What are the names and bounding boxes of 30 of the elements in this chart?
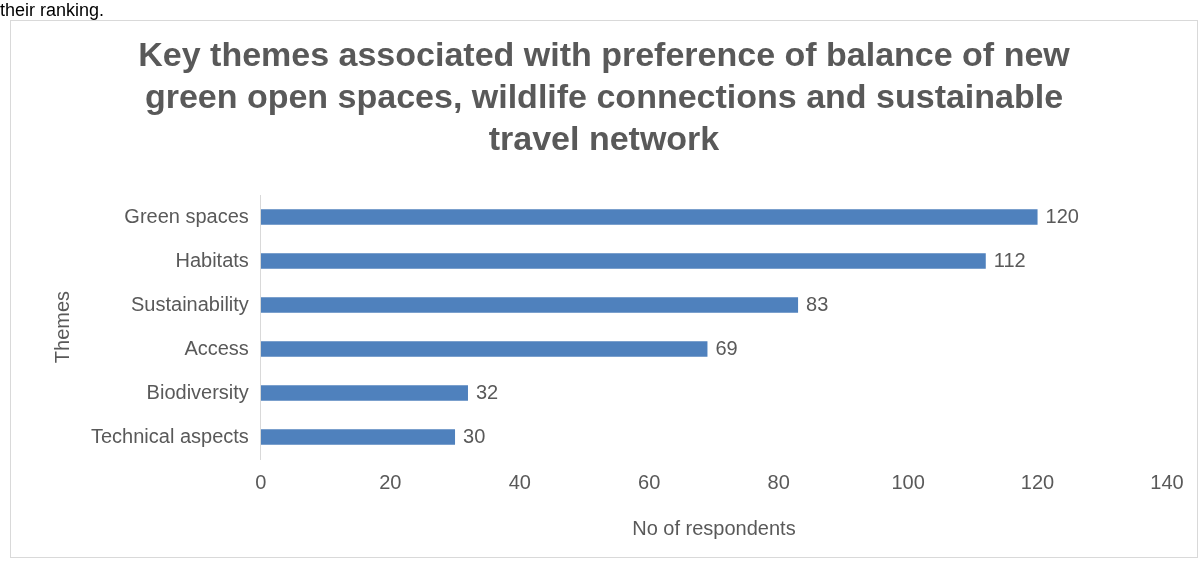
y-tick-label: Sustainability: [131, 292, 249, 315]
data-label: 69: [715, 336, 738, 359]
y-tick-label: Access: [184, 336, 249, 359]
bar: [260, 385, 468, 401]
y-tick-label: Habitats: [175, 248, 249, 271]
text: their ranking.: [0, 0, 105, 20]
chart-title: Key themes associated with preference of balance of new green open spaces, wildlife connections and sustainable travel network: [137, 34, 1071, 159]
x-tick-label: 0: [255, 470, 267, 493]
x-tick-label: 140: [1150, 470, 1184, 493]
x-tick-label: 60: [638, 470, 661, 493]
data-label: 30: [463, 424, 486, 447]
y-axis-title: Themes: [50, 290, 73, 364]
bar: [260, 429, 456, 445]
bar: [260, 209, 1038, 225]
x-tick-label: 120: [1020, 470, 1055, 493]
data-label: 112: [993, 248, 1026, 271]
x-axis-title: No of respondents: [632, 516, 796, 539]
y-tick-label: Biodiversity: [146, 380, 249, 403]
bar: [260, 297, 799, 313]
bar: [260, 253, 986, 269]
x-tick-label: 80: [767, 470, 790, 493]
data-label: 32: [475, 380, 499, 403]
data-label: 83: [806, 292, 829, 315]
data-label: 120: [1045, 204, 1079, 227]
bar: [260, 341, 708, 357]
x-tick-label: 20: [379, 470, 402, 493]
y-tick-label: Technical aspects: [90, 424, 249, 447]
x-tick-label: 100: [891, 470, 925, 493]
x-tick-label: 40: [508, 470, 531, 493]
y-tick-label: Green spaces: [124, 204, 249, 227]
